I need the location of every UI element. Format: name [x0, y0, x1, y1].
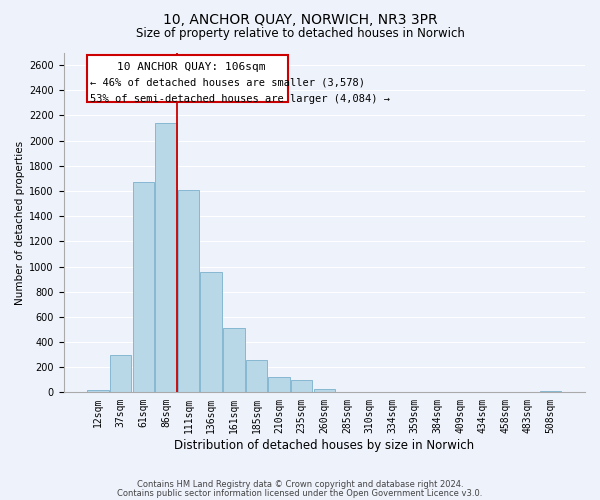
Bar	[291, 380, 313, 392]
Y-axis label: Number of detached properties: Number of detached properties	[15, 140, 25, 304]
Bar	[200, 272, 222, 392]
Bar	[110, 354, 131, 393]
Bar	[223, 328, 245, 392]
Bar	[133, 182, 154, 392]
Bar	[540, 390, 562, 392]
Bar	[178, 190, 199, 392]
Text: 10, ANCHOR QUAY, NORWICH, NR3 3PR: 10, ANCHOR QUAY, NORWICH, NR3 3PR	[163, 12, 437, 26]
Bar	[268, 378, 290, 392]
Text: Contains HM Land Registry data © Crown copyright and database right 2024.: Contains HM Land Registry data © Crown c…	[137, 480, 463, 489]
Text: 10 ANCHOR QUAY: 106sqm: 10 ANCHOR QUAY: 106sqm	[116, 62, 265, 72]
Bar	[155, 123, 177, 392]
Bar	[314, 388, 335, 392]
Text: Size of property relative to detached houses in Norwich: Size of property relative to detached ho…	[136, 28, 464, 40]
Text: 53% of semi-detached houses are larger (4,084) →: 53% of semi-detached houses are larger (…	[90, 94, 390, 104]
X-axis label: Distribution of detached houses by size in Norwich: Distribution of detached houses by size …	[174, 440, 475, 452]
FancyBboxPatch shape	[87, 55, 288, 102]
Bar	[88, 390, 109, 392]
Text: Contains public sector information licensed under the Open Government Licence v3: Contains public sector information licen…	[118, 488, 482, 498]
Bar	[246, 360, 267, 392]
Text: ← 46% of detached houses are smaller (3,578): ← 46% of detached houses are smaller (3,…	[90, 78, 365, 88]
